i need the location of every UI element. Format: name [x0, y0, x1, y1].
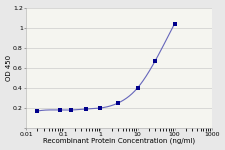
X-axis label: Recombinant Protein Concentration (ng/ml): Recombinant Protein Concentration (ng/ml…: [43, 138, 195, 144]
Y-axis label: OD 450: OD 450: [6, 55, 11, 81]
